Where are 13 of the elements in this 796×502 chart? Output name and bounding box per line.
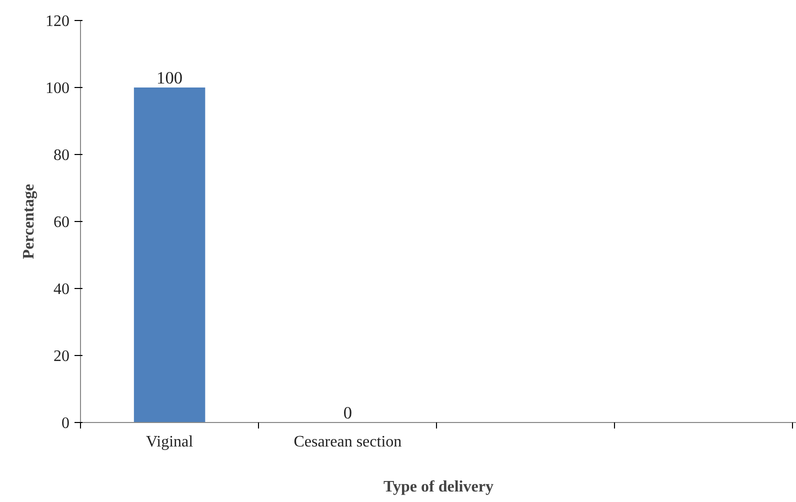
x-tick-label: Viginal (146, 434, 194, 450)
y-tick-label: 120 (46, 13, 70, 30)
y-tick-label: 40 (54, 281, 70, 298)
x-axis-title: Type of delivery (384, 478, 494, 496)
data-label: 100 (156, 68, 183, 88)
y-tick-label: 80 (54, 147, 70, 164)
x-tick-label: Cesarean section (294, 434, 402, 450)
data-label: 0 (343, 404, 352, 422)
y-tick-label: 60 (54, 214, 70, 231)
y-tick-label: 0 (62, 415, 70, 432)
y-axis-title: Percentage (20, 184, 38, 260)
y-tick-label: 100 (46, 80, 70, 97)
y-tick-label: 20 (54, 348, 70, 365)
